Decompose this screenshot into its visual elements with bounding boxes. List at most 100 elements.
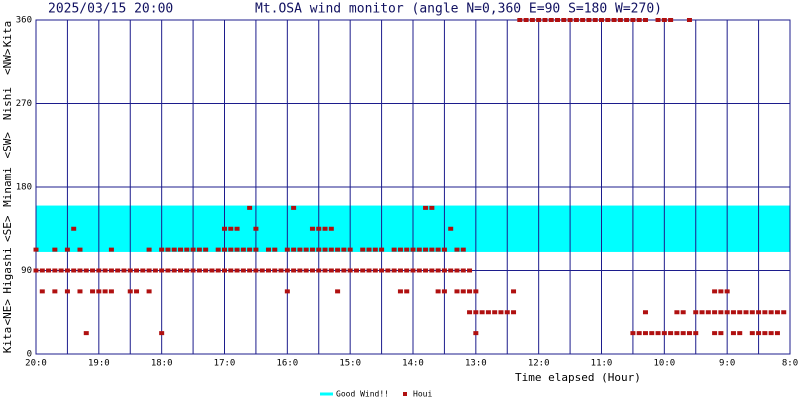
- wind-point: [460, 268, 466, 273]
- wind-point: [316, 268, 322, 273]
- wind-point: [642, 18, 648, 22]
- wind-point: [680, 331, 686, 336]
- wind-point: [649, 331, 655, 336]
- wind-point: [284, 289, 290, 294]
- wind-point: [454, 247, 460, 252]
- wind-point: [309, 226, 315, 231]
- wind-point: [668, 331, 674, 336]
- wind-point: [165, 247, 171, 252]
- wind-point: [642, 331, 648, 336]
- wind-point: [479, 310, 485, 315]
- wind-point: [115, 268, 121, 273]
- wind-point: [335, 268, 341, 273]
- wind-point: [718, 289, 724, 294]
- wind-point: [184, 268, 190, 273]
- wind-point: [328, 226, 334, 231]
- wind-point: [724, 289, 730, 294]
- wind-point: [460, 289, 466, 294]
- wind-point: [404, 268, 410, 273]
- wind-point: [536, 18, 542, 22]
- wind-point: [309, 268, 315, 273]
- wind-point: [297, 247, 303, 252]
- wind-point: [661, 18, 667, 22]
- wind-point: [749, 331, 755, 336]
- wind-point: [668, 18, 674, 22]
- wind-point: [360, 268, 366, 273]
- wind-point: [379, 268, 385, 273]
- wind-point: [171, 247, 177, 252]
- wind-point: [529, 18, 535, 22]
- wind-point: [328, 247, 334, 252]
- wind-point: [284, 268, 290, 273]
- y-axis-label: <SE>: [1, 215, 14, 242]
- wind-point: [737, 310, 743, 315]
- wind-point: [718, 331, 724, 336]
- wind-point: [71, 226, 77, 231]
- wind-point: [372, 268, 378, 273]
- wind-point: [511, 289, 517, 294]
- wind-point: [416, 247, 422, 252]
- x-tick-label: 12:0: [528, 359, 550, 369]
- plot-frame: [35, 19, 791, 355]
- wind-point: [203, 268, 209, 273]
- wind-point: [441, 247, 447, 252]
- wind-point: [423, 247, 429, 252]
- wind-point: [303, 247, 309, 252]
- wind-point: [259, 268, 265, 273]
- wind-point: [159, 331, 165, 336]
- wind-point: [316, 226, 322, 231]
- wind-point: [768, 310, 774, 315]
- wind-point: [555, 18, 561, 22]
- wind-point: [203, 247, 209, 252]
- wind-point: [253, 226, 259, 231]
- wind-point: [152, 268, 158, 273]
- wind-point: [567, 18, 573, 22]
- wind-point: [580, 18, 586, 22]
- wind-point: [77, 268, 83, 273]
- wind-point: [768, 331, 774, 336]
- wind-point: [196, 268, 202, 273]
- y-axis-label: Kita: [1, 21, 14, 48]
- wind-point: [586, 18, 592, 22]
- wind-point: [705, 310, 711, 315]
- wind-point: [322, 226, 328, 231]
- x-tick-label: 9:0: [719, 359, 735, 369]
- wind-point: [473, 289, 479, 294]
- wind-point: [265, 247, 271, 252]
- wind-point: [83, 268, 89, 273]
- y-axis-label: Minami: [1, 167, 14, 207]
- wind-point: [605, 18, 611, 22]
- wind-point: [134, 289, 140, 294]
- wind-point: [448, 268, 454, 273]
- wind-point: [316, 247, 322, 252]
- wind-point: [90, 268, 96, 273]
- wind-point: [222, 226, 227, 231]
- wind-point: [209, 268, 215, 273]
- wind-point: [64, 268, 70, 273]
- wind-point: [454, 268, 460, 273]
- y-tick-label: 180: [16, 183, 32, 193]
- wind-point: [108, 247, 114, 252]
- wind-point: [247, 268, 253, 273]
- wind-point: [686, 18, 692, 22]
- wind-point: [159, 247, 165, 252]
- wind-point: [592, 18, 598, 22]
- wind-point: [693, 310, 699, 315]
- date: 2025/03/15 20:00: [48, 2, 173, 17]
- x-tick-label: 10:0: [653, 359, 675, 369]
- wind-point: [146, 268, 152, 273]
- wind-point: [322, 247, 328, 252]
- wind-point: [272, 268, 278, 273]
- y-axis-label: Higashi: [1, 247, 14, 293]
- wind-point: [341, 247, 347, 252]
- wind-point: [774, 310, 780, 315]
- wind-point: [372, 247, 378, 252]
- wind-point: [624, 18, 630, 22]
- wind-point: [686, 331, 692, 336]
- wind-point: [52, 247, 58, 252]
- wind-point: [391, 247, 397, 252]
- wind-point: [140, 268, 146, 273]
- wind-point: [661, 331, 667, 336]
- wind-point: [240, 247, 246, 252]
